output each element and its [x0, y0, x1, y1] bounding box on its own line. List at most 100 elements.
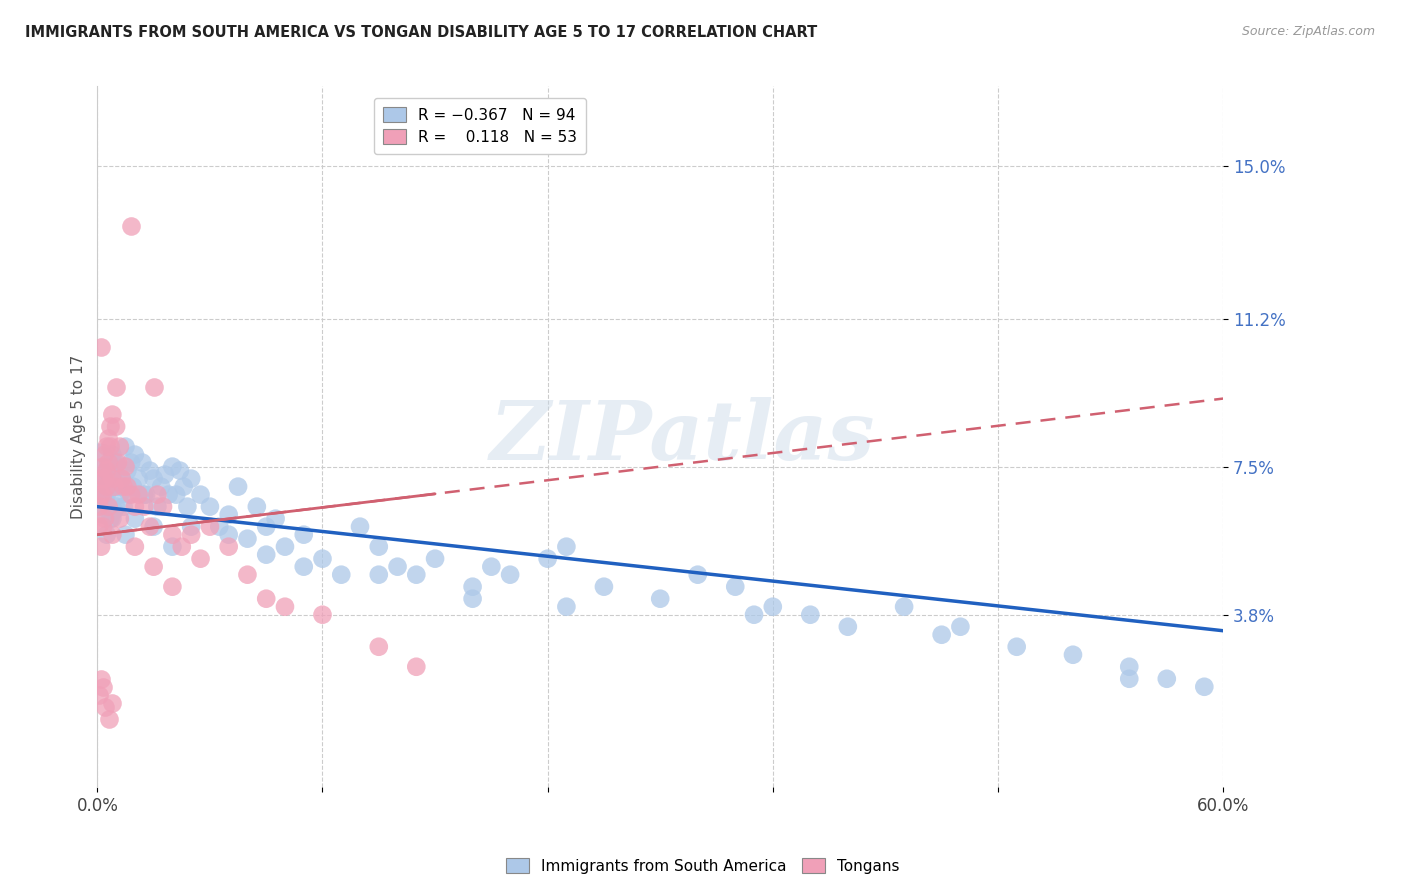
Text: IMMIGRANTS FROM SOUTH AMERICA VS TONGAN DISABILITY AGE 5 TO 17 CORRELATION CHART: IMMIGRANTS FROM SOUTH AMERICA VS TONGAN … [25, 25, 817, 40]
Point [292, 527, 315, 541]
Text: ZIPatlas: ZIPatlas [489, 397, 876, 476]
Point [274, 599, 297, 614]
Point [686, 567, 709, 582]
Point [89, 459, 111, 474]
Point [112, 480, 135, 494]
Point [107, 480, 129, 494]
Point [89, 488, 111, 502]
Point [96, 464, 118, 478]
Point [101, 448, 124, 462]
Point [246, 500, 269, 514]
Point [108, 480, 131, 494]
Point [176, 500, 198, 514]
Point [1062, 648, 1084, 662]
Point [97, 472, 120, 486]
Point [218, 527, 240, 541]
Point [555, 599, 578, 614]
Point [96, 488, 118, 502]
Point [91, 519, 114, 533]
Point [90, 540, 112, 554]
Point [142, 559, 165, 574]
Point [162, 527, 184, 541]
Point [94, 472, 117, 486]
Point [367, 640, 389, 654]
Point [142, 519, 165, 533]
Point [118, 488, 141, 502]
Point [152, 500, 174, 514]
Point [254, 519, 277, 533]
Point [96, 527, 118, 541]
Point [479, 559, 502, 574]
Point [311, 551, 333, 566]
Point [1118, 659, 1140, 673]
Point [101, 696, 124, 710]
Point [461, 580, 484, 594]
Point [105, 379, 128, 393]
Point [90, 472, 112, 486]
Point [90, 672, 112, 686]
Point [105, 500, 128, 514]
Point [117, 464, 139, 478]
Point [254, 548, 277, 562]
Point [134, 488, 156, 502]
Point [105, 456, 128, 470]
Point [330, 567, 353, 582]
Point [724, 580, 747, 594]
Point [107, 456, 129, 470]
Point [131, 456, 153, 470]
Point [180, 519, 202, 533]
Point [1118, 672, 1140, 686]
Point [89, 688, 111, 702]
Point [114, 527, 136, 541]
Point [146, 488, 169, 502]
Point [146, 500, 169, 514]
Point [101, 408, 124, 422]
Point [837, 620, 859, 634]
Point [89, 519, 111, 533]
Point [537, 551, 560, 566]
Point [120, 488, 142, 502]
Point [120, 219, 142, 234]
Point [142, 379, 165, 393]
Point [108, 440, 131, 454]
Point [742, 607, 765, 622]
Point [111, 472, 134, 486]
Point [96, 480, 118, 494]
Point [97, 459, 120, 474]
Point [103, 503, 125, 517]
Legend: Immigrants from South America, Tongans: Immigrants from South America, Tongans [501, 852, 905, 880]
Point [650, 591, 672, 606]
Point [153, 467, 176, 482]
Point [236, 532, 259, 546]
Point [91, 459, 114, 474]
Point [198, 519, 221, 533]
Point [108, 488, 131, 502]
Point [349, 519, 371, 533]
Point [97, 432, 120, 446]
Point [90, 488, 112, 502]
Point [190, 488, 212, 502]
Point [117, 480, 139, 494]
Point [254, 591, 277, 606]
Point [128, 488, 150, 502]
Point [593, 580, 616, 594]
Point [799, 607, 821, 622]
Point [405, 659, 427, 673]
Point [90, 339, 112, 353]
Point [367, 540, 389, 554]
Point [100, 511, 122, 525]
Point [89, 500, 111, 514]
Point [114, 459, 136, 474]
Point [198, 500, 221, 514]
Point [91, 488, 114, 502]
Point [367, 567, 389, 582]
Point [108, 511, 131, 525]
Point [94, 511, 117, 525]
Point [112, 500, 135, 514]
Point [120, 456, 142, 470]
Point [103, 480, 125, 494]
Legend: R = −0.367   N = 94, R =    0.118   N = 53: R = −0.367 N = 94, R = 0.118 N = 53 [374, 97, 586, 154]
Point [124, 500, 146, 514]
Point [135, 488, 157, 502]
Point [264, 511, 287, 525]
